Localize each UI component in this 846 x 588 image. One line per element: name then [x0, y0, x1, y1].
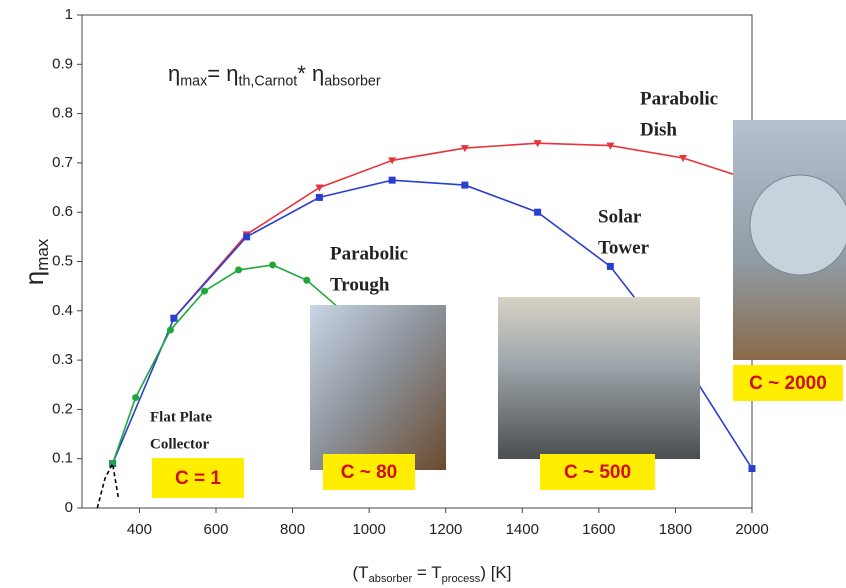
annotation: Parabolic	[330, 243, 408, 264]
point	[201, 288, 208, 295]
y-tick-label: 0	[65, 499, 73, 516]
point	[749, 465, 756, 472]
x-tick-label: 600	[203, 521, 228, 538]
y-tick-label: 0.3	[52, 351, 73, 368]
point	[235, 266, 242, 273]
formula-subscript: th,Carnot	[238, 73, 297, 89]
point	[303, 277, 310, 284]
series-line	[113, 265, 343, 464]
point	[534, 209, 541, 216]
x-tick-label: 2000	[735, 521, 768, 538]
annotation: Parabolic	[640, 88, 718, 109]
point	[170, 315, 177, 322]
y-tick-label: 0.7	[52, 154, 73, 171]
y-tick-label: 0.8	[52, 105, 73, 122]
x-tick-label: 1200	[429, 521, 462, 538]
annotation: Trough	[330, 274, 390, 295]
x-tick-label: 800	[280, 521, 305, 538]
tower-photo	[498, 297, 700, 459]
point	[607, 263, 614, 270]
point	[243, 233, 250, 240]
x-tick-label: 1800	[659, 521, 692, 538]
y-axis-label: ηmax	[19, 238, 52, 285]
y-tick-label: 0.6	[52, 203, 73, 220]
annotation: Solar	[598, 206, 642, 227]
y-axis-label-subscript: max	[33, 238, 52, 270]
y-tick-label: 0.9	[52, 55, 73, 72]
formula-subscript: max	[180, 73, 207, 89]
concentration-label: C = 1	[175, 468, 221, 489]
point	[132, 394, 139, 401]
point	[269, 261, 276, 268]
concentration-label: C ~ 2000	[749, 373, 827, 394]
point	[389, 177, 396, 184]
formula: ηmax= ηth,Carnot* ηabsorber	[168, 61, 381, 90]
y-axis-label-part: η	[19, 271, 49, 285]
annotation: Flat Plate	[150, 409, 212, 425]
point	[316, 194, 323, 201]
formula-part: * η	[297, 61, 324, 86]
series-line	[174, 143, 752, 318]
x-axis-label-subscript: process	[442, 573, 481, 585]
x-axis-label-part: ) [K]	[480, 563, 511, 582]
concentration-label: C ~ 80	[341, 462, 398, 483]
dish-icon	[750, 175, 846, 275]
annotation: Dish	[640, 119, 677, 140]
point	[461, 182, 468, 189]
formula-subscript: absorber	[324, 73, 381, 89]
y-tick-label: 1	[65, 6, 73, 23]
x-axis-label-part: = T	[412, 563, 441, 582]
point	[167, 327, 174, 334]
concentration-label: C ~ 500	[564, 462, 631, 483]
series-line	[97, 464, 118, 508]
trough-photo	[310, 305, 446, 470]
y-tick-label: 0.5	[52, 252, 73, 269]
y-tick-label: 0.1	[52, 450, 73, 467]
x-tick-label: 1400	[506, 521, 539, 538]
x-tick-label: 1600	[582, 521, 615, 538]
y-tick-label: 0.4	[52, 302, 73, 319]
x-tick-label: 1000	[352, 521, 385, 538]
x-tick-label: 400	[127, 521, 152, 538]
formula-part: = η	[207, 61, 238, 86]
annotation: Tower	[598, 237, 650, 258]
y-tick-label: 0.2	[52, 400, 73, 417]
annotation: Collector	[150, 436, 209, 452]
point	[315, 185, 323, 192]
chart: Parabolic Dish Solar Tower Parabolic Trough Fl…	[0, 0, 846, 588]
x-axis-label: (Tabsorber = Tprocess) [K]	[353, 563, 512, 585]
formula-part: η	[168, 61, 180, 86]
x-axis-label-subscript: absorber	[369, 573, 413, 585]
x-axis-label-part: (T	[353, 563, 369, 582]
